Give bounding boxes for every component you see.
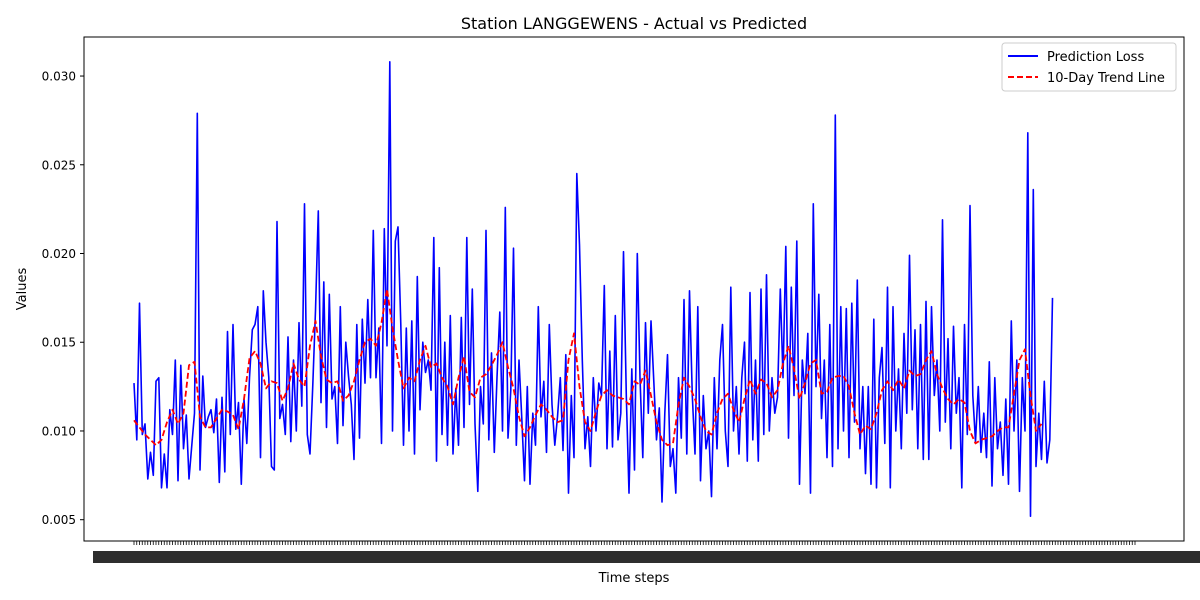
legend: Prediction Loss 10-Day Trend Line	[1001, 42, 1177, 92]
chart-title: Station LANGGEWENS - Actual vs Predicted	[461, 14, 807, 33]
plot-area	[133, 61, 1054, 517]
x-axis-ticks	[93, 541, 1200, 563]
legend-label-prediction-loss: Prediction Loss	[1047, 50, 1144, 65]
legend-label-trend-line: 10-Day Trend Line	[1047, 71, 1165, 86]
y-tick-label: 0.025	[42, 158, 76, 172]
y-tick-label: 0.005	[42, 513, 76, 527]
series-trend-line	[133, 288, 1043, 447]
x-tick-label-band	[93, 551, 1200, 563]
y-axis-label: Values	[15, 268, 30, 311]
series-prediction-loss-line	[133, 61, 1054, 517]
y-tick-label: 0.015	[42, 336, 76, 350]
y-tick-label: 0.030	[42, 70, 76, 84]
y-axis-ticks: 0.005 0.010 0.015 0.020 0.025 0.030	[42, 70, 84, 527]
legend-box	[1001, 42, 1177, 92]
x-axis-label: Time steps	[598, 571, 670, 586]
y-tick-label: 0.010	[42, 424, 76, 438]
axes-frame	[83, 36, 1185, 542]
y-tick-label: 0.020	[42, 247, 76, 261]
